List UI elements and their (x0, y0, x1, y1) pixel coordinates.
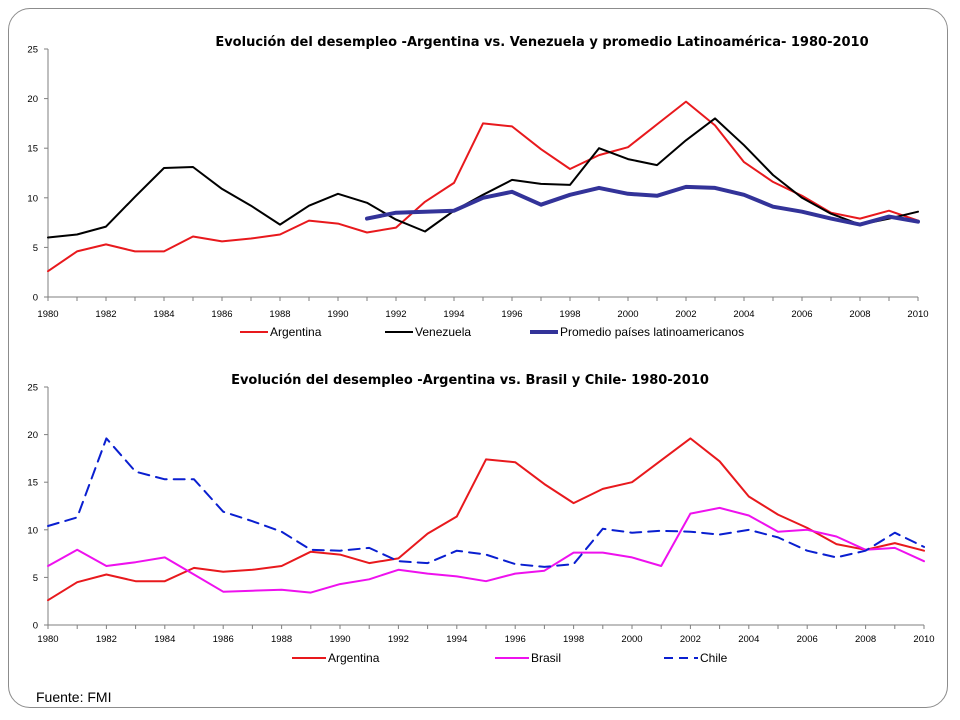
x-tick-label: 1982 (95, 309, 116, 320)
x-tick-label: 2008 (855, 634, 876, 645)
x-tick-label: 1982 (96, 634, 117, 645)
x-tick-label: 1980 (37, 634, 58, 645)
series-line-chile (47, 437, 925, 568)
legend-label-argentina: Argentina (270, 325, 322, 339)
x-tick-label: 1984 (154, 634, 175, 645)
chart-argentina-venezuela-promedio: Evolución del desempleo -Argentina vs. V… (27, 35, 928, 339)
x-tick-label: 2008 (849, 309, 870, 320)
x-tick-label: 1988 (271, 634, 292, 645)
legend-label-venezuela: Venezuela (415, 325, 471, 339)
x-tick-label: 2004 (733, 309, 754, 320)
y-tick-label: 15 (27, 144, 38, 155)
y-tick-label: 20 (27, 430, 38, 441)
y-tick-label: 10 (27, 525, 38, 536)
y-tick-label: 5 (33, 573, 38, 584)
x-tick-label: 1996 (501, 309, 522, 320)
x-tick-label: 1990 (329, 634, 350, 645)
legend-label-argentina: Argentina (328, 651, 380, 665)
x-tick-label: 1990 (327, 309, 348, 320)
y-tick-label: 20 (27, 94, 38, 105)
x-tick-label: 2000 (621, 634, 642, 645)
y-tick-label: 25 (27, 383, 38, 394)
chart-title: Evolución del desempleo -Argentina vs. V… (215, 35, 868, 50)
y-tick-label: 0 (33, 621, 38, 632)
x-tick-label: 1992 (385, 309, 406, 320)
legend-label-brasil: Brasil (531, 651, 561, 665)
x-tick-label: 1986 (213, 634, 234, 645)
series-line-brasil (47, 506, 925, 594)
x-tick-label: 1994 (446, 634, 467, 645)
series-line-venezuela (47, 117, 919, 239)
x-tick-label: 2006 (797, 634, 818, 645)
x-tick-label: 2002 (680, 634, 701, 645)
x-tick-label: 2000 (617, 309, 638, 320)
slide-frame (8, 8, 948, 708)
source-note: Fuente: FMI (36, 689, 112, 705)
x-tick-label: 1996 (505, 634, 526, 645)
series-line-argentina (47, 437, 925, 602)
x-tick-label: 1986 (211, 309, 232, 320)
x-tick-label: 1992 (388, 634, 409, 645)
x-tick-label: 1984 (153, 309, 174, 320)
y-tick-label: 0 (33, 293, 38, 304)
chart-title: Evolución del desempleo -Argentina vs. B… (231, 373, 709, 388)
x-tick-label: 2004 (738, 634, 759, 645)
x-tick-label: 1998 (559, 309, 580, 320)
y-tick-label: 10 (27, 193, 38, 204)
series-line-promedio-paises-latinoamericanos (365, 184, 920, 227)
x-tick-label: 2006 (791, 309, 812, 320)
series-line-argentina (47, 100, 919, 273)
x-tick-label: 1988 (269, 309, 290, 320)
x-tick-label: 1998 (563, 634, 584, 645)
x-tick-label: 2002 (675, 309, 696, 320)
x-tick-label: 1980 (37, 309, 58, 320)
legend-label-promedio-paises-latinoamericanos: Promedio países latinoamericanos (560, 325, 744, 339)
y-tick-label: 25 (27, 45, 38, 56)
y-tick-label: 15 (27, 478, 38, 489)
y-tick-label: 5 (33, 243, 38, 254)
x-tick-label: 2010 (907, 309, 928, 320)
x-tick-label: 2010 (913, 634, 934, 645)
x-tick-label: 1994 (443, 309, 464, 320)
legend-label-chile: Chile (700, 651, 728, 665)
